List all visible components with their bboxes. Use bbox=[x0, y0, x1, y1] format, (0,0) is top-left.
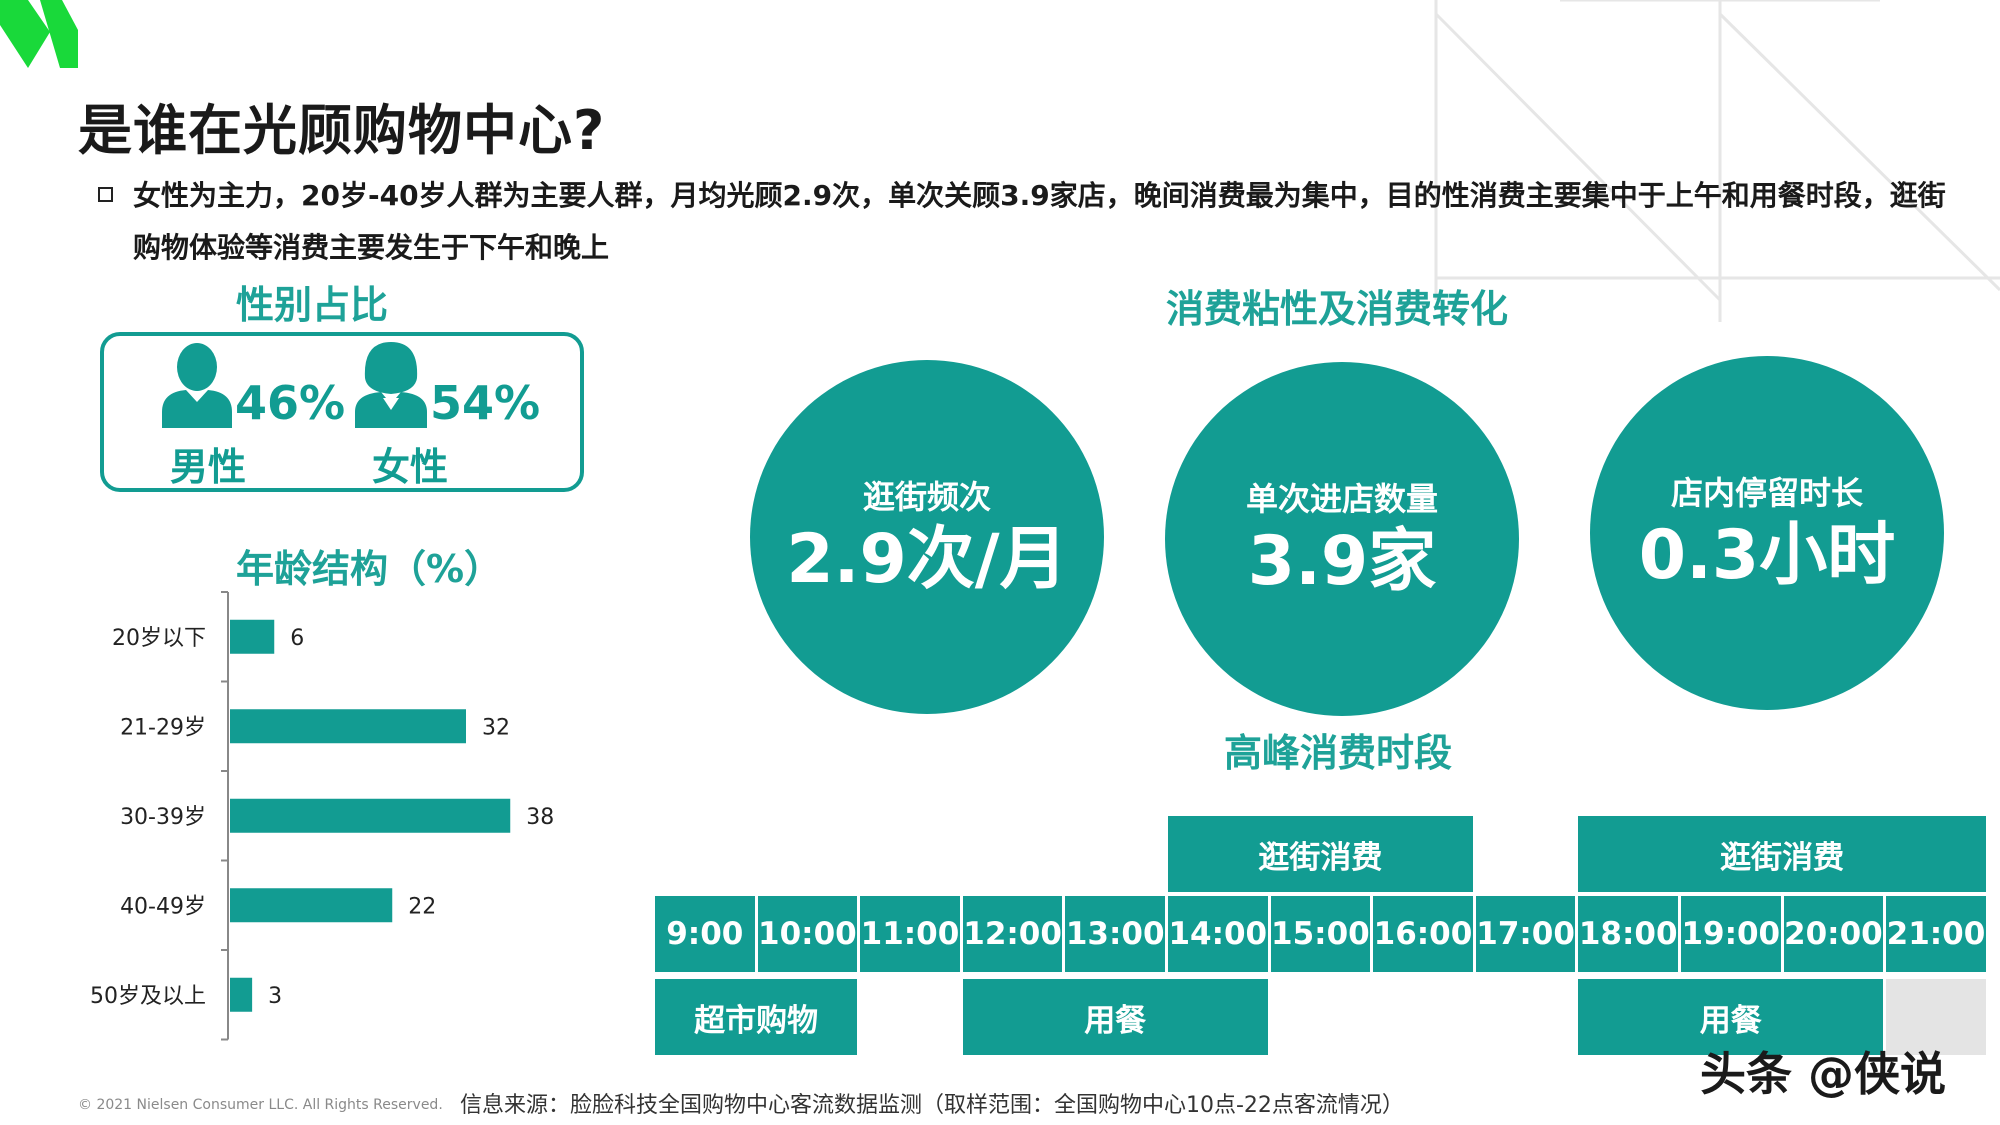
age-category-label: 40-49岁 bbox=[120, 894, 206, 919]
circle-visit-frequency: 逛街频次 2.9次/月 bbox=[750, 360, 1104, 714]
age-category-label: 21-29岁 bbox=[120, 715, 206, 740]
age-bar-chart: 20岁以下 6 21-29岁 32 30-39岁 38 40-49岁 22 50岁及以上 3 bbox=[90, 591, 554, 1041]
summary-text: 女性为主力，20岁-40岁人群为主要人群，月均光顾2.9次，单次关顾3.9家店，… bbox=[133, 179, 1946, 264]
age-value-label: 22 bbox=[408, 894, 436, 919]
circle-dwell-time-label: 店内停留时长 bbox=[1670, 474, 1863, 512]
age-bar bbox=[230, 619, 275, 654]
age-value-label: 3 bbox=[268, 984, 282, 1009]
page-title: 是谁在光顾购物中心? bbox=[78, 99, 606, 162]
watermark: 头条 @侠说 bbox=[1700, 1047, 1947, 1101]
gender-panel bbox=[100, 332, 584, 492]
circle-dwell-time: 店内停留时长 0.3小时 bbox=[1590, 356, 1944, 710]
male-percentage: 46% bbox=[235, 376, 346, 430]
age-bar bbox=[230, 709, 466, 744]
circle-dwell-time-value: 0.3小时 bbox=[1638, 516, 1896, 595]
male-icon bbox=[162, 343, 232, 428]
data-source: 信息来源：脸脸科技全国购物中心客流数据监测（取样范围：全国购物中心10点-22点… bbox=[460, 1093, 1404, 1118]
circle-stores-per-visit-value: 3.9家 bbox=[1247, 522, 1437, 601]
circle-stores-per-visit: 单次进店数量 3.9家 bbox=[1165, 362, 1519, 716]
female-label: 女性 bbox=[372, 445, 449, 489]
circle-visit-frequency-value: 2.9次/月 bbox=[786, 520, 1068, 599]
age-bar bbox=[230, 888, 393, 923]
age-category-label: 30-39岁 bbox=[120, 805, 206, 830]
age-bar bbox=[230, 798, 511, 833]
copyright: © 2021 Nielsen Consumer LLC. All Rights … bbox=[78, 1097, 443, 1113]
gender-section-title: 性别占比 bbox=[236, 283, 389, 327]
age-value-label: 38 bbox=[526, 805, 554, 830]
circle-visit-frequency-label: 逛街频次 bbox=[862, 478, 991, 516]
logo-stripe-right bbox=[40, 0, 78, 68]
stickiness-section-title: 消费粘性及消费转化 bbox=[1166, 287, 1509, 331]
circle-stores-per-visit-label: 单次进店数量 bbox=[1245, 480, 1438, 518]
age-category-label: 50岁及以上 bbox=[90, 984, 206, 1009]
female-percentage: 54% bbox=[430, 376, 541, 430]
peak-section-title: 高峰消费时段 bbox=[1224, 731, 1453, 775]
age-bar bbox=[230, 977, 253, 1012]
female-icon bbox=[355, 342, 427, 428]
age-value-label: 32 bbox=[482, 715, 510, 740]
male-label: 男性 bbox=[170, 445, 247, 489]
age-section-title: 年龄结构（%） bbox=[236, 547, 503, 591]
age-value-label: 6 bbox=[290, 626, 304, 651]
age-category-label: 20岁以下 bbox=[112, 626, 206, 651]
bullet-marker bbox=[98, 187, 113, 202]
decorative-lines bbox=[1434, 0, 2000, 322]
logo-stripe-left bbox=[0, 0, 50, 68]
